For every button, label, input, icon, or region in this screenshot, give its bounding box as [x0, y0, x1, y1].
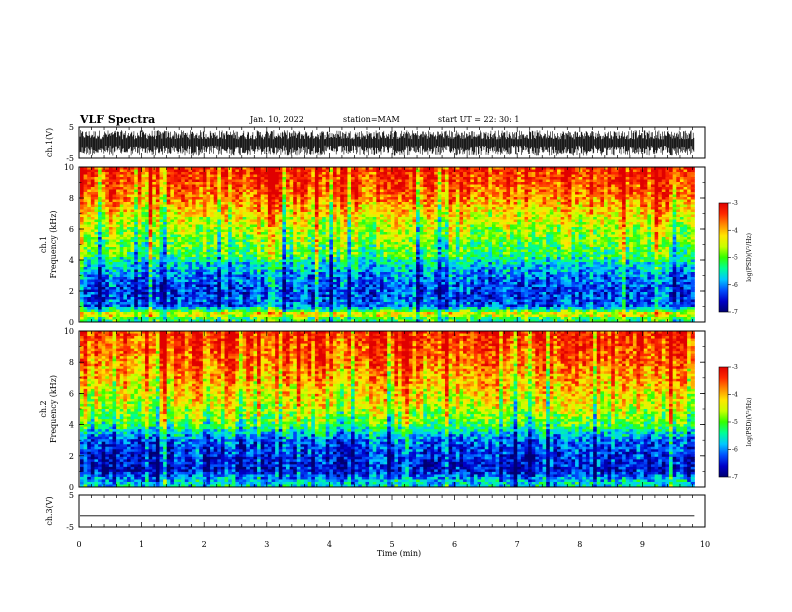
y-tick-label: 5 [69, 491, 74, 500]
y-tick-label: 4 [69, 256, 74, 265]
y-tick-label: 0 [69, 483, 74, 492]
colorbar-gradient [718, 366, 729, 478]
y-tick-label: 0 [69, 318, 74, 327]
date-label: Jan. 10, 2022 [249, 115, 304, 124]
x-tick-label: 1 [139, 540, 144, 549]
y-axis-label-channel: ch.2 [39, 400, 48, 417]
station-label: station=MAM [343, 115, 400, 124]
spectrogram-heatmap [80, 167, 695, 323]
x-tick-label: 7 [515, 540, 520, 549]
colorbar-tick-label: -4 [732, 227, 738, 234]
colorbar-tick-label: -3 [732, 200, 738, 207]
ch1-waveform-trace [79, 130, 695, 156]
start-ut-label: start UT = 22: 30: 1 [438, 115, 519, 124]
colorbar-tick-label: -6 [732, 282, 738, 289]
spectrogram-heatmap [80, 331, 695, 488]
x-tick-label: 3 [264, 540, 269, 549]
x-tick-label: 6 [452, 540, 457, 549]
y-tick-label: 6 [69, 225, 74, 234]
ch1-waveform-panel: 5 -5 ch.1(V) [45, 123, 706, 163]
ch2-spectrogram-panel: 0 2 4 6 8 10 ch.2 Frequency (kHz) [39, 327, 706, 492]
x-tick-label: 2 [202, 540, 207, 549]
y-tick-label: -5 [66, 154, 74, 163]
x-axis-label: Time (min) [377, 549, 421, 558]
colorbar-label: log(PSD)(V²/Hz) [746, 398, 753, 447]
y-tick-label: 6 [69, 389, 74, 398]
colorbar-tick-label: -7 [732, 309, 738, 316]
x-tick-label: 4 [327, 540, 332, 549]
colorbar-tick-label: -7 [732, 474, 738, 481]
ch1-colorbar: -3 -4 -5 -6 -7 log(PSD)(V²/Hz) [718, 200, 753, 316]
ch2-colorbar: -3 -4 -5 -6 -7 log(PSD)(V²/Hz) [718, 364, 753, 481]
x-tick-label: 9 [640, 540, 645, 549]
y-tick-label: 4 [69, 421, 74, 430]
y-tick-label: 8 [69, 194, 74, 203]
y-tick-label: 2 [69, 452, 74, 461]
colorbar-tick-label: -6 [732, 447, 738, 454]
colorbar-tick-label: -5 [732, 419, 738, 426]
y-axis-label-frequency: Frequency (kHz) [49, 375, 58, 443]
colorbar-tick-label: -3 [732, 364, 738, 371]
y-tick-label: 2 [69, 287, 74, 296]
y-tick-label: -5 [66, 523, 74, 532]
ch3-waveform-panel: 5 -5 ch.3(V) [45, 491, 706, 532]
figure-title: VLF Spectra [79, 113, 155, 126]
y-tick-label: 10 [64, 163, 74, 172]
y-tick-label: 5 [69, 123, 74, 132]
colorbar-tick-label: -4 [732, 392, 738, 399]
ch1-spectrogram-panel: 0 2 4 6 8 10 ch.1 Frequency (kHz) [39, 163, 706, 327]
colorbar-tick-label: -5 [732, 255, 738, 262]
colorbar-label: log(PSD)(V²/Hz) [746, 233, 753, 282]
y-tick-label: 10 [64, 327, 74, 336]
x-tick-label: 5 [389, 540, 394, 549]
x-tick-label: 10 [700, 540, 710, 549]
y-axis-label: ch.1(V) [45, 128, 54, 157]
time-axis: 0 1 2 3 4 5 6 7 8 9 10 [76, 540, 710, 549]
y-axis-label-frequency: Frequency (kHz) [49, 210, 58, 278]
y-tick-label: 8 [69, 358, 74, 367]
y-axis-label: ch.3(V) [45, 496, 54, 525]
y-axis-label-channel: ch.1 [39, 236, 48, 253]
colorbar-gradient [718, 202, 729, 313]
x-tick-label: 0 [76, 540, 81, 549]
x-tick-label: 8 [577, 540, 582, 549]
